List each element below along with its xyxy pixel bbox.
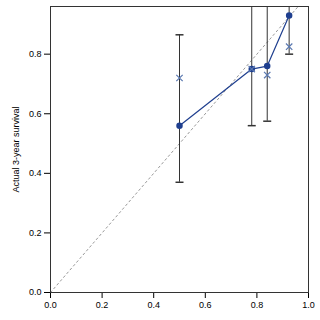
svg-text:Actual 3-year survival: Actual 3-year survival bbox=[11, 106, 21, 192]
svg-text:0.0: 0.0 bbox=[29, 287, 42, 297]
svg-text:0.4: 0.4 bbox=[147, 300, 160, 310]
svg-text:0.0: 0.0 bbox=[44, 300, 57, 310]
svg-text:0.8: 0.8 bbox=[251, 300, 264, 310]
svg-text:1.0: 1.0 bbox=[302, 300, 315, 310]
svg-text:0.6: 0.6 bbox=[29, 109, 42, 119]
svg-text:0.6: 0.6 bbox=[199, 300, 212, 310]
svg-text:0.2: 0.2 bbox=[29, 228, 42, 238]
svg-text:0.4: 0.4 bbox=[29, 168, 42, 178]
svg-text:0.8: 0.8 bbox=[29, 49, 42, 59]
svg-text:0.2: 0.2 bbox=[96, 300, 109, 310]
